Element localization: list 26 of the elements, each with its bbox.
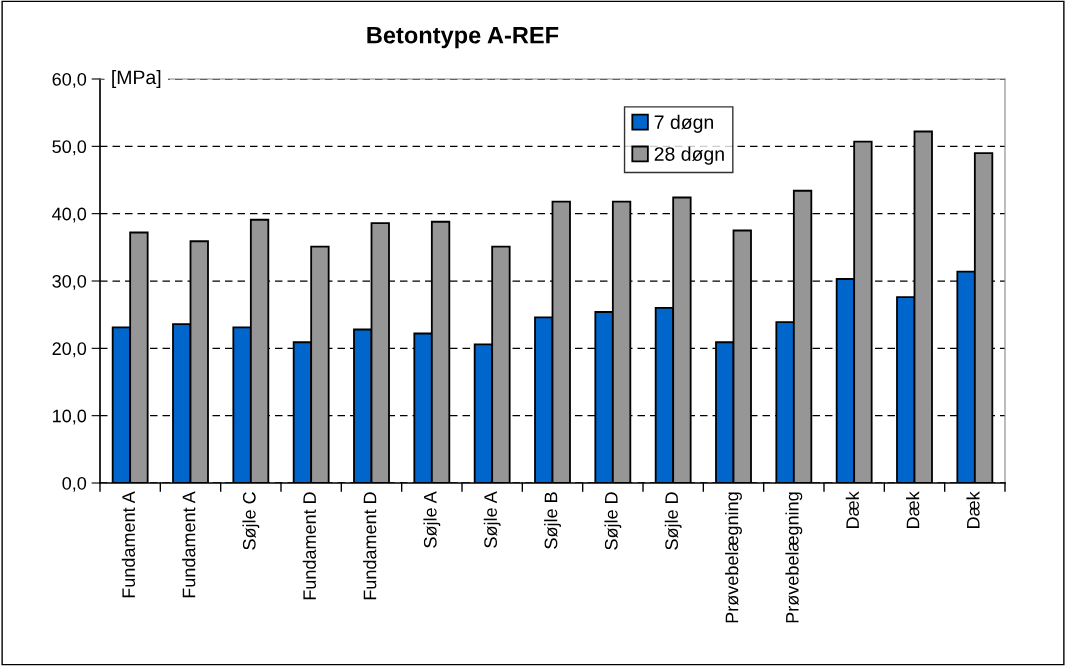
x-tick-label: Fundament A	[121, 491, 136, 598]
x-tick-label: Søjle A	[483, 491, 501, 548]
x-tick-label: Søjle B	[544, 492, 561, 549]
x-tick-label: Søjle D	[604, 492, 622, 550]
legend-label: 7 døgn	[654, 114, 713, 133]
x-tick-label: Fundament A	[182, 491, 196, 598]
chart-title: Betontype A-REF	[367, 27, 559, 49]
y-tick-label: 60,0	[52, 72, 87, 88]
y-axis-title: [MPa]	[112, 69, 161, 89]
y-tick-label: 30,0	[52, 274, 87, 290]
y-tick-label: 40,0	[52, 207, 87, 223]
x-tick-label: Dæk	[906, 491, 920, 528]
y-tick-label: 10,0	[53, 409, 87, 425]
x-tick-label: Fundament D	[363, 492, 377, 600]
x-tick-label: Søjle D	[664, 492, 682, 550]
x-tick-label: Prøvebelægning	[785, 492, 803, 623]
y-tick-label: 0,0	[62, 476, 87, 492]
x-tick-label: Fundament D	[302, 492, 317, 600]
x-tick-label: Dæk	[845, 491, 860, 528]
x-tick-label: Søjle A	[423, 491, 441, 548]
x-tick-label: Søjle C	[242, 492, 260, 550]
y-tick-label: 20,0	[52, 342, 87, 358]
legend-label: 28 døgn	[654, 146, 724, 165]
x-tick-label: Dæk	[966, 491, 980, 528]
x-tick-label: Prøvebelægning	[725, 492, 742, 623]
y-tick-label: 50,0	[52, 140, 87, 156]
